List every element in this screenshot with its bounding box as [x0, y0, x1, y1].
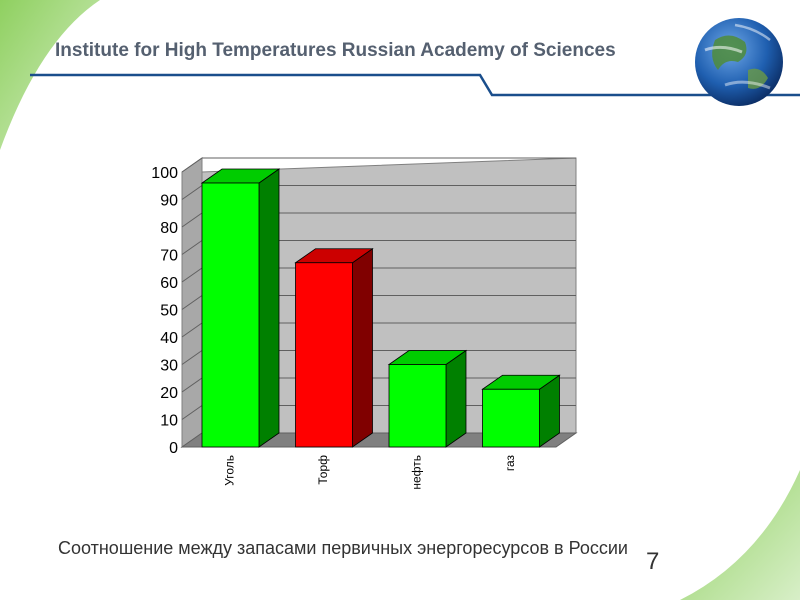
- top-left-green-swoosh: [0, 0, 100, 150]
- gridline-side: [181, 185, 203, 200]
- bar-front: [201, 182, 260, 448]
- bar-4: [481, 374, 561, 448]
- gridline-side: [181, 212, 203, 228]
- y-tick-label: 50: [160, 303, 178, 320]
- bar-2: [294, 247, 374, 448]
- gridline-side: [181, 322, 203, 338]
- bar-side: [352, 247, 373, 448]
- bar-side: [445, 349, 467, 448]
- y-tick-label: 80: [160, 220, 178, 237]
- gridline-side: [181, 240, 203, 255]
- y-tick-label: 100: [151, 165, 178, 182]
- y-tick-label: 0: [169, 440, 178, 457]
- bar-1: [200, 168, 281, 448]
- gridline-side: [181, 157, 203, 173]
- y-tick-label: 20: [160, 385, 178, 402]
- bar-side: [258, 168, 280, 448]
- bar-3: [387, 349, 468, 448]
- y-tick-label: 30: [160, 358, 178, 375]
- gridline-side: [181, 377, 203, 393]
- globe-icon: [695, 18, 783, 106]
- x-tick-label: Уголь: [223, 455, 237, 486]
- x-axis-labels: Уголь Торф нефть газ: [223, 455, 518, 490]
- bottom-right-green-swoosh: [680, 470, 800, 600]
- slide-caption: Соотношение между запасами первичных эне…: [58, 538, 628, 558]
- chart-bars: [200, 168, 561, 448]
- x-tick-label: Торф: [316, 455, 330, 485]
- y-axis-ticks: 0 10 20 30 40 50 60 70 80 90 100: [151, 165, 178, 457]
- x-tick-label: нефть: [410, 455, 424, 490]
- gridline-side: [181, 405, 203, 420]
- y-tick-label: 60: [160, 275, 178, 292]
- y-tick-label: 10: [160, 413, 178, 430]
- bar-front: [388, 364, 447, 448]
- x-tick-label: газ: [503, 455, 517, 472]
- y-tick-label: 90: [160, 193, 178, 210]
- y-tick-label: 70: [160, 248, 178, 265]
- gridline-side: [181, 295, 203, 310]
- gridline-side: [181, 267, 203, 283]
- y-tick-label: 40: [160, 330, 178, 347]
- gridline-side: [181, 350, 203, 365]
- header-line: [30, 73, 800, 97]
- bar-front: [482, 388, 540, 448]
- bar-front: [295, 262, 353, 448]
- page-number: 7: [646, 548, 660, 575]
- header-title: Institute for High Temperatures Russian …: [55, 40, 616, 61]
